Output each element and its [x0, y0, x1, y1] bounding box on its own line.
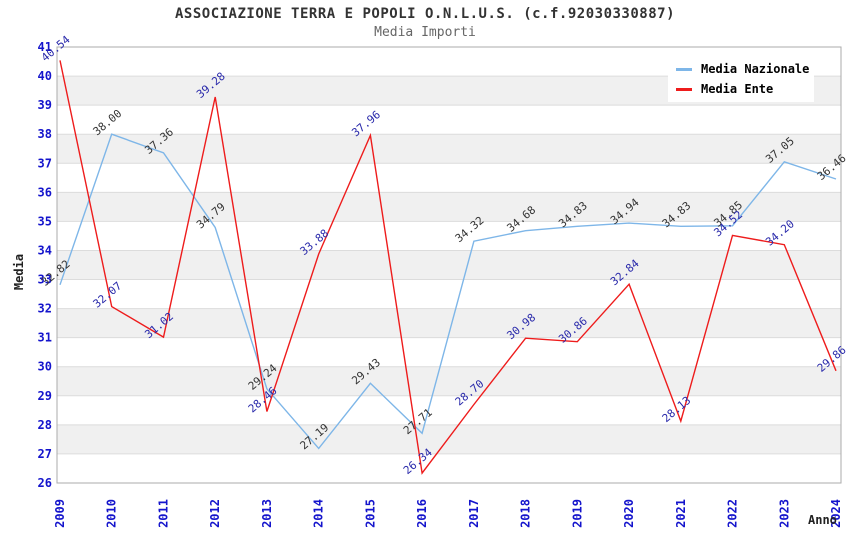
chart-title: ASSOCIAZIONE TERRA E POPOLI O.N.L.U.S. (… — [174, 6, 675, 22]
y-tick-label: 33 — [38, 273, 52, 287]
y-tick-label: 41 — [38, 40, 52, 54]
x-tick-label: 2014 — [312, 499, 326, 528]
x-tick-label: 2010 — [105, 499, 119, 528]
series-line-media-ente — [59, 60, 837, 475]
y-tick-label: 29 — [38, 389, 52, 403]
x-tick-label: 2013 — [260, 499, 274, 528]
y-tick-label: 26 — [38, 476, 52, 490]
x-tick-label: 2019 — [570, 499, 584, 528]
x-tick-label: 2020 — [622, 499, 636, 528]
x-tick-label: 2022 — [726, 499, 740, 528]
y-tick-label: 37 — [38, 156, 52, 170]
plot-band — [57, 424, 841, 454]
x-axis-title: Anno — [808, 513, 837, 527]
x-tick-label: 2017 — [467, 499, 481, 528]
y-tick-label: 31 — [38, 331, 52, 345]
legend-label-media-nazionale: Media Nazionale — [701, 62, 810, 76]
x-tick-label: 2023 — [777, 499, 791, 528]
legend-item-media-ente: Media Ente — [676, 82, 814, 96]
y-axis-title: Media — [12, 253, 26, 291]
y-tick-label: 39 — [38, 98, 52, 112]
plot-band — [57, 134, 841, 164]
x-tick-label: 2011 — [156, 499, 170, 528]
x-tick-label: 2021 — [674, 499, 688, 528]
x-tick-label: 2016 — [415, 499, 429, 528]
y-tick-label: 30 — [38, 360, 52, 374]
y-tick-label: 35 — [38, 214, 52, 228]
x-tick-label: 2018 — [519, 499, 533, 528]
plot-band — [57, 192, 841, 222]
chart-subtitle: Media Importi — [374, 25, 476, 40]
y-tick-label: 27 — [38, 447, 52, 461]
x-tick-label: 2024 — [829, 499, 843, 528]
y-tick-label: 34 — [38, 243, 52, 257]
x-tick-label: 2009 — [53, 499, 67, 528]
y-tick-label: 28 — [38, 418, 52, 432]
legend: Media Nazionale Media Ente — [668, 56, 814, 102]
plot-band — [57, 250, 841, 280]
plot-border — [56, 46, 842, 484]
y-tick-label: 40 — [38, 69, 52, 83]
legend-item-media-nazionale: Media Nazionale — [676, 62, 814, 76]
y-tick-label: 36 — [38, 185, 52, 199]
media-ente-line-icon — [676, 87, 692, 91]
series-line-media-nazionale — [59, 133, 837, 450]
y-tick-label: 38 — [38, 127, 52, 141]
x-tick-label: 2012 — [208, 499, 222, 528]
x-tick-label: 2015 — [363, 499, 377, 528]
media-nazionale-line-icon — [676, 67, 692, 71]
legend-label-media-ente: Media Ente — [701, 82, 774, 96]
y-tick-label: 32 — [38, 302, 52, 316]
plot-band — [57, 366, 841, 396]
